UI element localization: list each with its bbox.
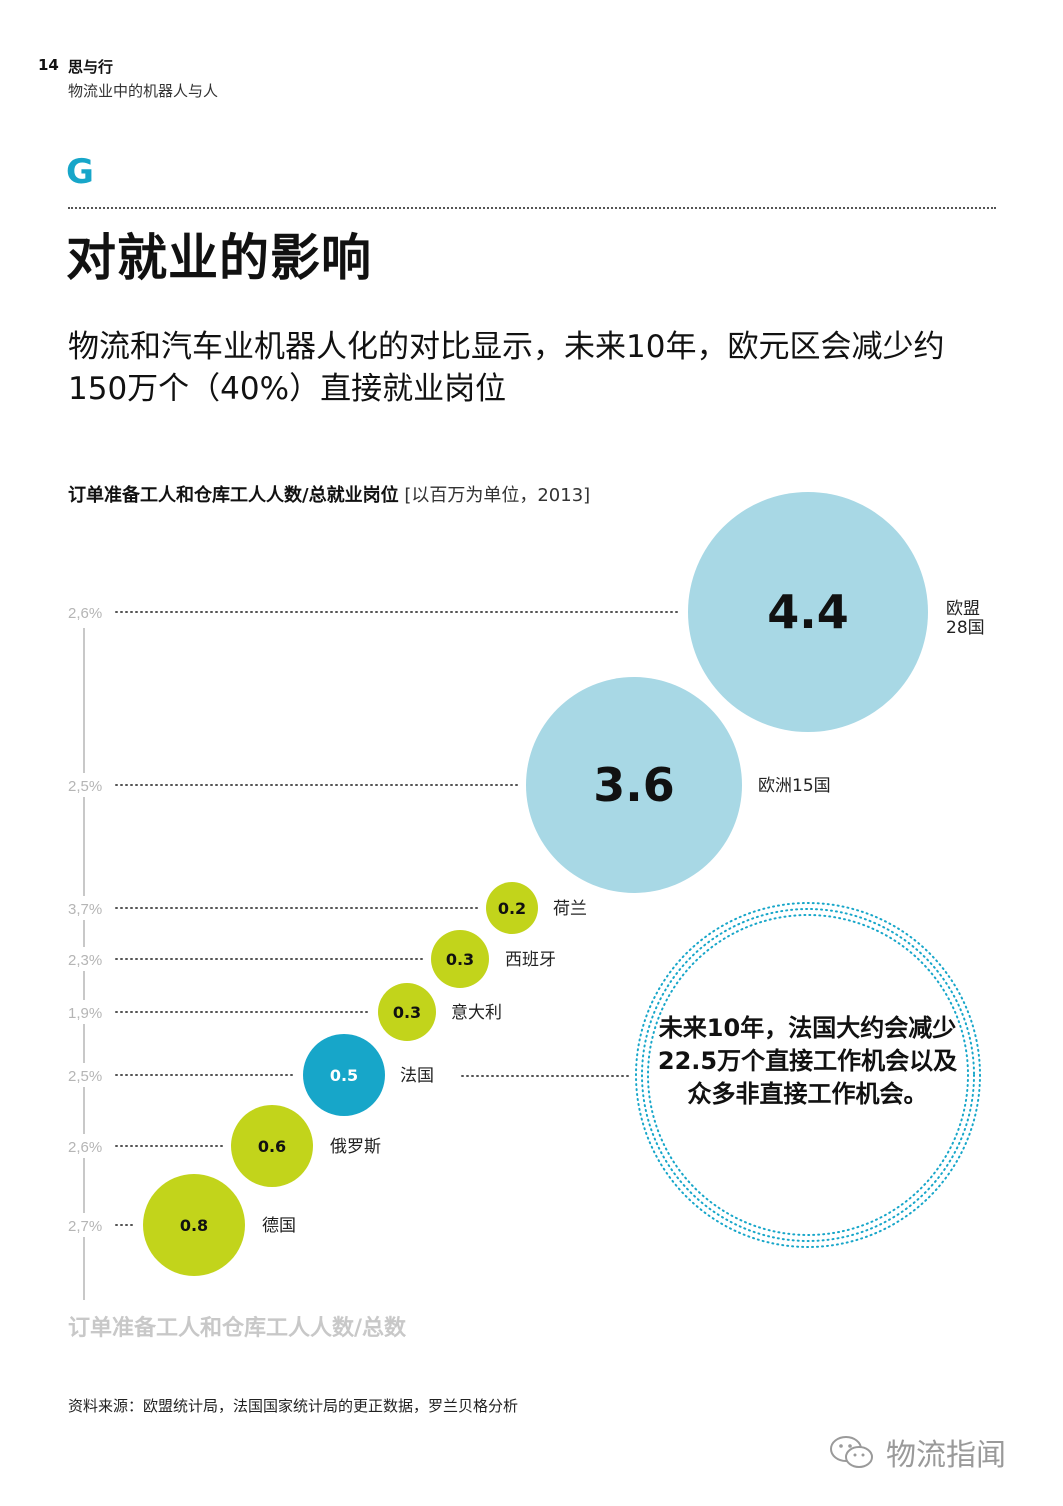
callout-ring-inner <box>647 914 969 1236</box>
section-letter: G <box>66 152 94 192</box>
share-label: 1,9% <box>68 1005 102 1022</box>
bubble <box>688 492 928 732</box>
bubble <box>378 983 436 1041</box>
source-note: 资料来源：欧盟统计局，法国国家统计局的更正数据，罗兰贝格分析 <box>68 1397 519 1415</box>
share-label: 2,6% <box>68 1139 102 1156</box>
bubble <box>431 930 489 988</box>
bubble <box>526 677 742 893</box>
country-label: 欧盟 <box>946 599 980 619</box>
watermark: 物流指闻 <box>828 1430 1038 1474</box>
page-subtitle: 物流业中的机器人与人 <box>68 82 219 100</box>
share-label: 2,5% <box>68 778 102 795</box>
country-label: 28国 <box>946 618 985 638</box>
country-label: 荷兰 <box>553 899 587 919</box>
bubble <box>231 1105 313 1187</box>
watermark-text: 物流指闻 <box>886 1438 1006 1473</box>
page-number: 14 <box>38 56 59 74</box>
section-name: 思与行 <box>68 58 114 76</box>
callout-ring-middle <box>641 908 975 1242</box>
chart-title: 订单准备工人和仓库工人人数/总就业岗位 [以百万为单位，2013] <box>68 481 590 507</box>
share-label-bg <box>66 896 112 920</box>
bubble-value-label: 0.3 <box>393 1003 421 1022</box>
share-label-bg <box>66 773 112 797</box>
bubble-value-label: 0.6 <box>258 1137 286 1156</box>
lead-paragraph: 物流和汽车业机器人化的对比显示，未来10年，欧元区会减少约150万个（40%）直… <box>68 329 945 407</box>
share-label: 2,3% <box>68 952 102 969</box>
section-divider <box>68 207 996 209</box>
share-label-bg <box>66 1213 112 1237</box>
share-label-bg <box>66 1063 112 1087</box>
share-label: 2,6% <box>68 605 102 622</box>
bubble <box>143 1174 245 1276</box>
country-label: 西班牙 <box>505 950 556 970</box>
chart-title-unit: [以百万为单位，2013] <box>404 485 591 506</box>
country-label: 法国 <box>400 1066 434 1086</box>
x-axis-label: 订单准备工人和仓库工人人数/总数 <box>68 1316 407 1341</box>
bubble <box>486 882 538 934</box>
share-label-bg <box>66 1000 112 1024</box>
chart-title-main: 订单准备工人和仓库工人人数/总就业岗位 <box>68 485 399 506</box>
country-label: 欧洲15国 <box>758 776 831 796</box>
share-label-bg <box>66 600 112 624</box>
country-label: 俄罗斯 <box>330 1137 381 1157</box>
share-label: 3,7% <box>68 901 102 918</box>
share-label-bg <box>66 1134 112 1158</box>
share-label: 2,5% <box>68 1068 102 1085</box>
share-label: 2,7% <box>68 1218 102 1235</box>
country-label: 意大利 <box>451 1003 502 1023</box>
bubble-value-label: 3.6 <box>593 758 675 812</box>
wechat-icon <box>830 1436 873 1468</box>
callout-ring-outer <box>635 902 981 1248</box>
callout-text: 未来10年，法国大约会减少22.5万个直接工作机会以及众多非直接工作机会。 <box>657 1014 958 1108</box>
section-title: 对就业的影响 <box>66 229 372 287</box>
bubble-value-label: 0.3 <box>446 950 474 969</box>
country-label: 德国 <box>262 1216 296 1236</box>
bubble-value-label: 0.8 <box>180 1216 208 1235</box>
bubble-value-label: 0.5 <box>330 1066 358 1085</box>
share-label-bg <box>66 947 112 971</box>
bubble-value-label: 0.2 <box>498 899 526 918</box>
bubble <box>303 1034 385 1116</box>
bubble-value-label: 4.4 <box>767 585 849 639</box>
